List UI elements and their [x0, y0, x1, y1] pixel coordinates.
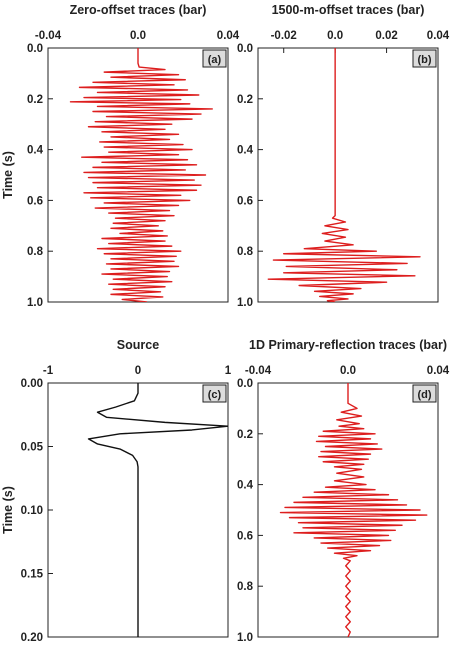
- y-tick-label: 1.0: [27, 297, 43, 309]
- y-tick-label: 0.0: [27, 43, 43, 55]
- y-tick-label: 1.0: [237, 297, 253, 309]
- series-line: [87, 383, 228, 637]
- chart-title: 1D Primary-reflection traces (bar): [249, 338, 447, 352]
- y-tick-label: 0.6: [27, 195, 43, 207]
- panel-b: 1500-m-offset traces (bar) -0.02 0.0 0.02 0.…: [237, 3, 450, 309]
- x-tick-label: -1: [43, 365, 54, 377]
- panel-tag-box: [202, 384, 227, 403]
- x-tick-label: 0.04: [427, 365, 450, 377]
- series-line: [69, 48, 213, 302]
- y-tick-label: 0.4: [237, 145, 254, 157]
- y-axis-label: Time (s): [1, 486, 15, 534]
- x-tick-label: 0.0: [340, 365, 356, 377]
- x-tick-label: 0.0: [327, 30, 343, 42]
- panel-tag: (c): [208, 389, 222, 401]
- x-tick-label: 0.04: [427, 30, 450, 42]
- x-tick-label: -0.04: [245, 365, 272, 377]
- y-tick-label: 0.8: [237, 246, 254, 258]
- panel-tag-box: [412, 49, 437, 68]
- y-tick-label: 0.00: [21, 378, 43, 390]
- y-tick-label: 0.0: [237, 378, 253, 390]
- y-tick-label: 0.15: [21, 569, 44, 581]
- series-line: [267, 48, 421, 302]
- x-tick-label: 0: [135, 365, 141, 377]
- y-tick-label: 0.8: [237, 581, 254, 593]
- y-tick-label: 0.4: [27, 145, 44, 157]
- panel-tag-box: [202, 49, 227, 68]
- x-tick-label: 0.04: [217, 30, 240, 42]
- x-tick-label: -0.04: [35, 30, 62, 42]
- series-line: [279, 383, 428, 637]
- x-tick-label: 0.0: [130, 30, 146, 42]
- panel-tag-box: [412, 384, 437, 403]
- panel-d: 1D Primary-reflection traces (bar)-0.04 0…: [237, 338, 450, 644]
- x-tick-label: 0.02: [375, 30, 397, 42]
- y-tick-label: 0.10: [21, 505, 43, 517]
- x-tick-label: 1: [225, 365, 232, 377]
- plot-frame: [257, 47, 439, 303]
- y-tick-label: 1.0: [237, 632, 253, 644]
- panel-a: Zero-offset traces (bar)-0.04 0.0 0.040.00…: [1, 3, 240, 309]
- panel-tag: (d): [417, 389, 431, 401]
- y-tick-label: 0.2: [237, 94, 253, 106]
- y-tick-label: 0.0: [237, 43, 253, 55]
- chart-title: Source: [117, 338, 159, 352]
- chart-title: Zero-offset traces (bar): [70, 3, 207, 17]
- y-tick-label: 0.2: [237, 429, 253, 441]
- y-tick-label: 0.4: [237, 480, 254, 492]
- y-tick-label: 0.20: [21, 632, 43, 644]
- y-tick-label: 0.2: [27, 94, 43, 106]
- x-tick-label: -0.02: [271, 30, 297, 42]
- y-tick-label: 0.6: [237, 195, 253, 207]
- chart-title: 1500-m-offset traces (bar): [272, 3, 425, 17]
- y-axis-label: Time (s): [1, 151, 15, 199]
- panel-tag: (b): [417, 54, 431, 66]
- y-tick-label: 0.8: [27, 246, 44, 258]
- panel-tag: (a): [208, 54, 222, 66]
- panel-c: Source -1 0 1 0.00 0.05 0.10 0.15 0.20 Time (s) (c…: [1, 338, 232, 644]
- y-tick-label: 0.05: [21, 442, 44, 454]
- y-tick-label: 0.6: [237, 530, 253, 542]
